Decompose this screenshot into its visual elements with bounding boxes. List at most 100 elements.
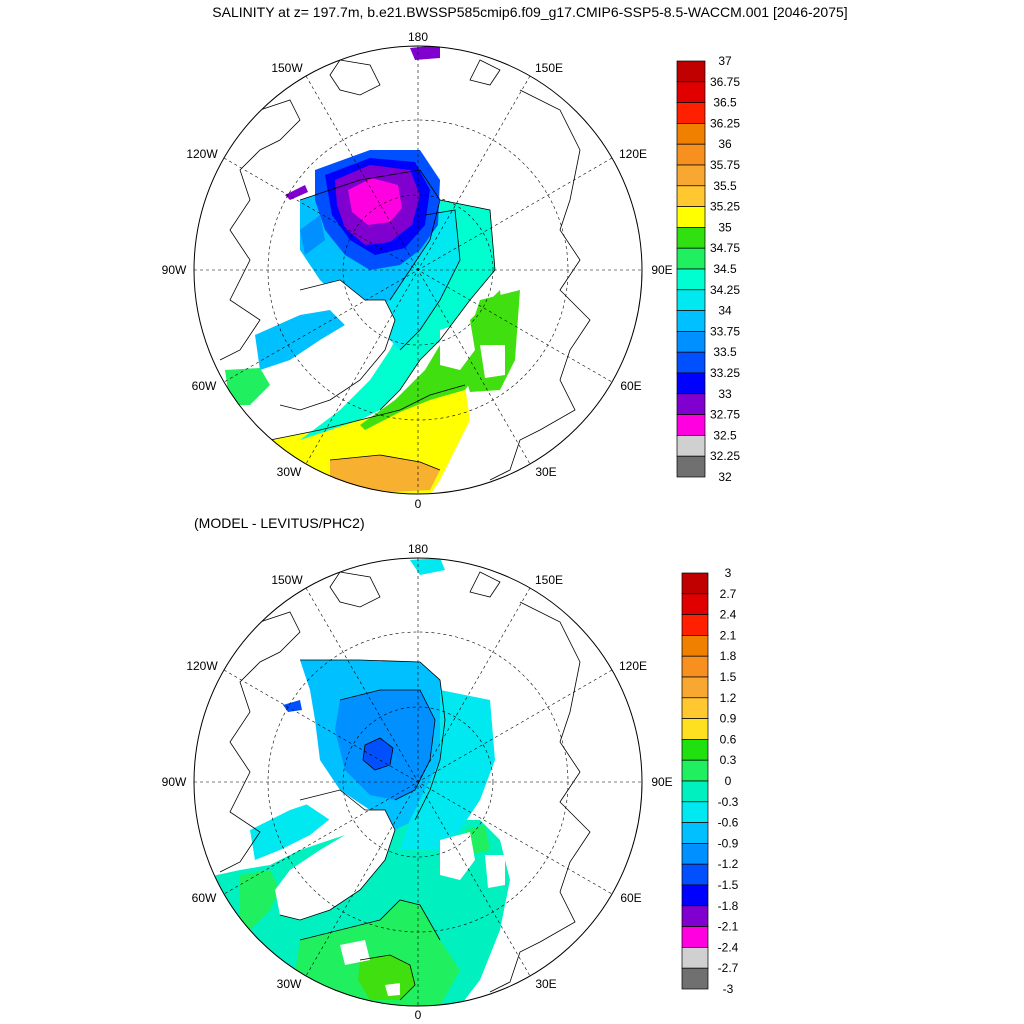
salinity-map: 180 0 150W 150E 120W 120E 90W 90E 60W 60… [162,30,673,511]
lon-label-90e: 90E [651,775,672,789]
colorbar-swatch [676,102,706,124]
colorbar-tick-label: 33.75 [710,324,740,338]
lon-label-60e: 60E [620,891,641,905]
colorbar-swatch [676,164,706,187]
colorbar-swatch [681,884,709,907]
colorbar-swatch [676,60,706,83]
colorbar-swatch [676,206,706,228]
colorbar-swatch [681,926,709,948]
salinity-fill [225,46,520,494]
lon-label-120w: 120W [186,147,218,161]
colorbar-tick-label: -1.8 [718,899,739,913]
lon-label-30w: 30W [277,977,302,991]
colorbar-tick-label: 1.2 [720,691,737,705]
colorbar-tick-label: 37 [718,54,732,68]
colorbar-tick-label: 32.25 [710,449,740,463]
colorbar-tick-label: 35.75 [710,158,740,172]
colorbar-swatch [681,635,709,657]
lon-label-30e: 30E [535,465,556,479]
colorbar-tick-label: 34.25 [710,283,740,297]
lon-label-150e: 150E [535,61,563,75]
colorbar-tick-label: -2.7 [718,961,739,975]
difference-map: 180 0 150W 150E 120W 120E 90W 90E 60W 60… [162,542,673,1022]
colorbar-swatch [676,372,706,395]
colorbar-tick-label: -2.1 [718,920,739,934]
colorbar-swatch [676,455,706,478]
colorbar-swatch [681,655,709,678]
colorbar-tick-label: -0.6 [718,816,739,830]
lon-label-30e: 30E [535,977,556,991]
colorbar-swatch [676,227,706,249]
colorbar-tick-label: 36.25 [710,116,740,130]
colorbar-swatch [681,801,709,823]
colorbar-swatch [681,739,709,761]
colorbar-swatch [676,268,706,291]
colorbar-tick-label: 35 [718,220,732,234]
colorbar-tick-label: 2.1 [720,628,737,642]
difference-subtitle: (MODEL - LEVITUS/PHC2) [194,515,365,531]
colorbar-tick-label: 34.5 [713,262,737,276]
lon-label-180: 180 [408,30,428,44]
difference-colorbar: 3 2.7 2.4 2.1 1.8 1.5 1.2 0.9 0.6 0.3 0 -0.3 -0.6 -0.… [681,566,739,996]
lon-label-120e: 120E [619,659,647,673]
lon-label-120e: 120E [619,147,647,161]
lon-label-150w: 150W [271,573,303,587]
colorbar-tick-label: 36 [718,137,732,151]
colorbar-tick-label: 33 [718,387,732,401]
colorbar-swatch [681,593,709,615]
lon-label-0: 0 [415,497,422,511]
colorbar-tick-label: 36.75 [710,75,740,89]
salinity-contours [219,59,591,481]
colorbar-swatch [681,863,709,886]
lon-label-150e: 150E [535,573,563,587]
difference-contours [219,571,591,1001]
colorbar-tick-label: 2.4 [720,608,737,622]
lon-label-60e: 60E [620,379,641,393]
colorbar-swatch [676,81,706,103]
colorbar-swatch [681,718,709,740]
colorbar-swatch [681,697,709,719]
lon-label-120w: 120W [186,659,218,673]
colorbar-tick-label: -2.4 [718,940,739,954]
colorbar-tick-label: -1.5 [718,878,739,892]
colorbar-tick-label: -0.9 [718,836,739,850]
lon-label-90e: 90E [651,263,672,277]
colorbar-tick-label: 33.25 [710,366,740,380]
colorbar-swatch [676,289,706,311]
colorbar-swatch [681,947,709,969]
lon-label-0: 0 [415,1008,422,1022]
colorbar-tick-label: 36.5 [713,96,737,110]
colorbar-swatch [676,247,706,270]
colorbar-swatch [681,967,709,990]
colorbar-tick-label: 3 [725,566,732,580]
colorbar-tick-label: 34.75 [710,241,740,255]
colorbar-tick-label: 1.8 [720,649,737,663]
lon-label-30w: 30W [277,465,302,479]
colorbar-swatch [676,143,706,166]
top-graticule [194,46,642,494]
colorbar-swatch [681,572,709,595]
colorbar-swatch [676,393,706,415]
colorbar-swatch [681,843,709,865]
colorbar-tick-label: 1.5 [720,670,737,684]
colorbar-swatch [676,414,706,436]
colorbar-tick-label: 2.7 [720,587,737,601]
colorbar-swatch [676,123,706,145]
lon-label-90w: 90W [162,263,187,277]
colorbar-swatch [681,780,709,803]
top-map-boundary [193,45,643,495]
colorbar-tick-label: 33.5 [713,345,737,359]
colorbar-swatch [681,614,709,636]
colorbar-tick-label: 32.75 [710,408,740,422]
colorbar-swatch [681,822,709,844]
colorbar-swatch [676,331,706,353]
lon-label-180: 180 [408,542,428,556]
colorbar-swatch [681,905,709,927]
figure-title: SALINITY at z= 197.7m, b.e21.BWSSP585cmi… [212,4,848,20]
colorbar-swatch [681,676,709,699]
bottom-graticule [194,558,642,1006]
colorbar-swatch [676,435,706,457]
lon-label-90w: 90W [162,775,187,789]
colorbar-tick-label: -3 [723,982,734,996]
colorbar-tick-label: 34 [718,304,732,318]
